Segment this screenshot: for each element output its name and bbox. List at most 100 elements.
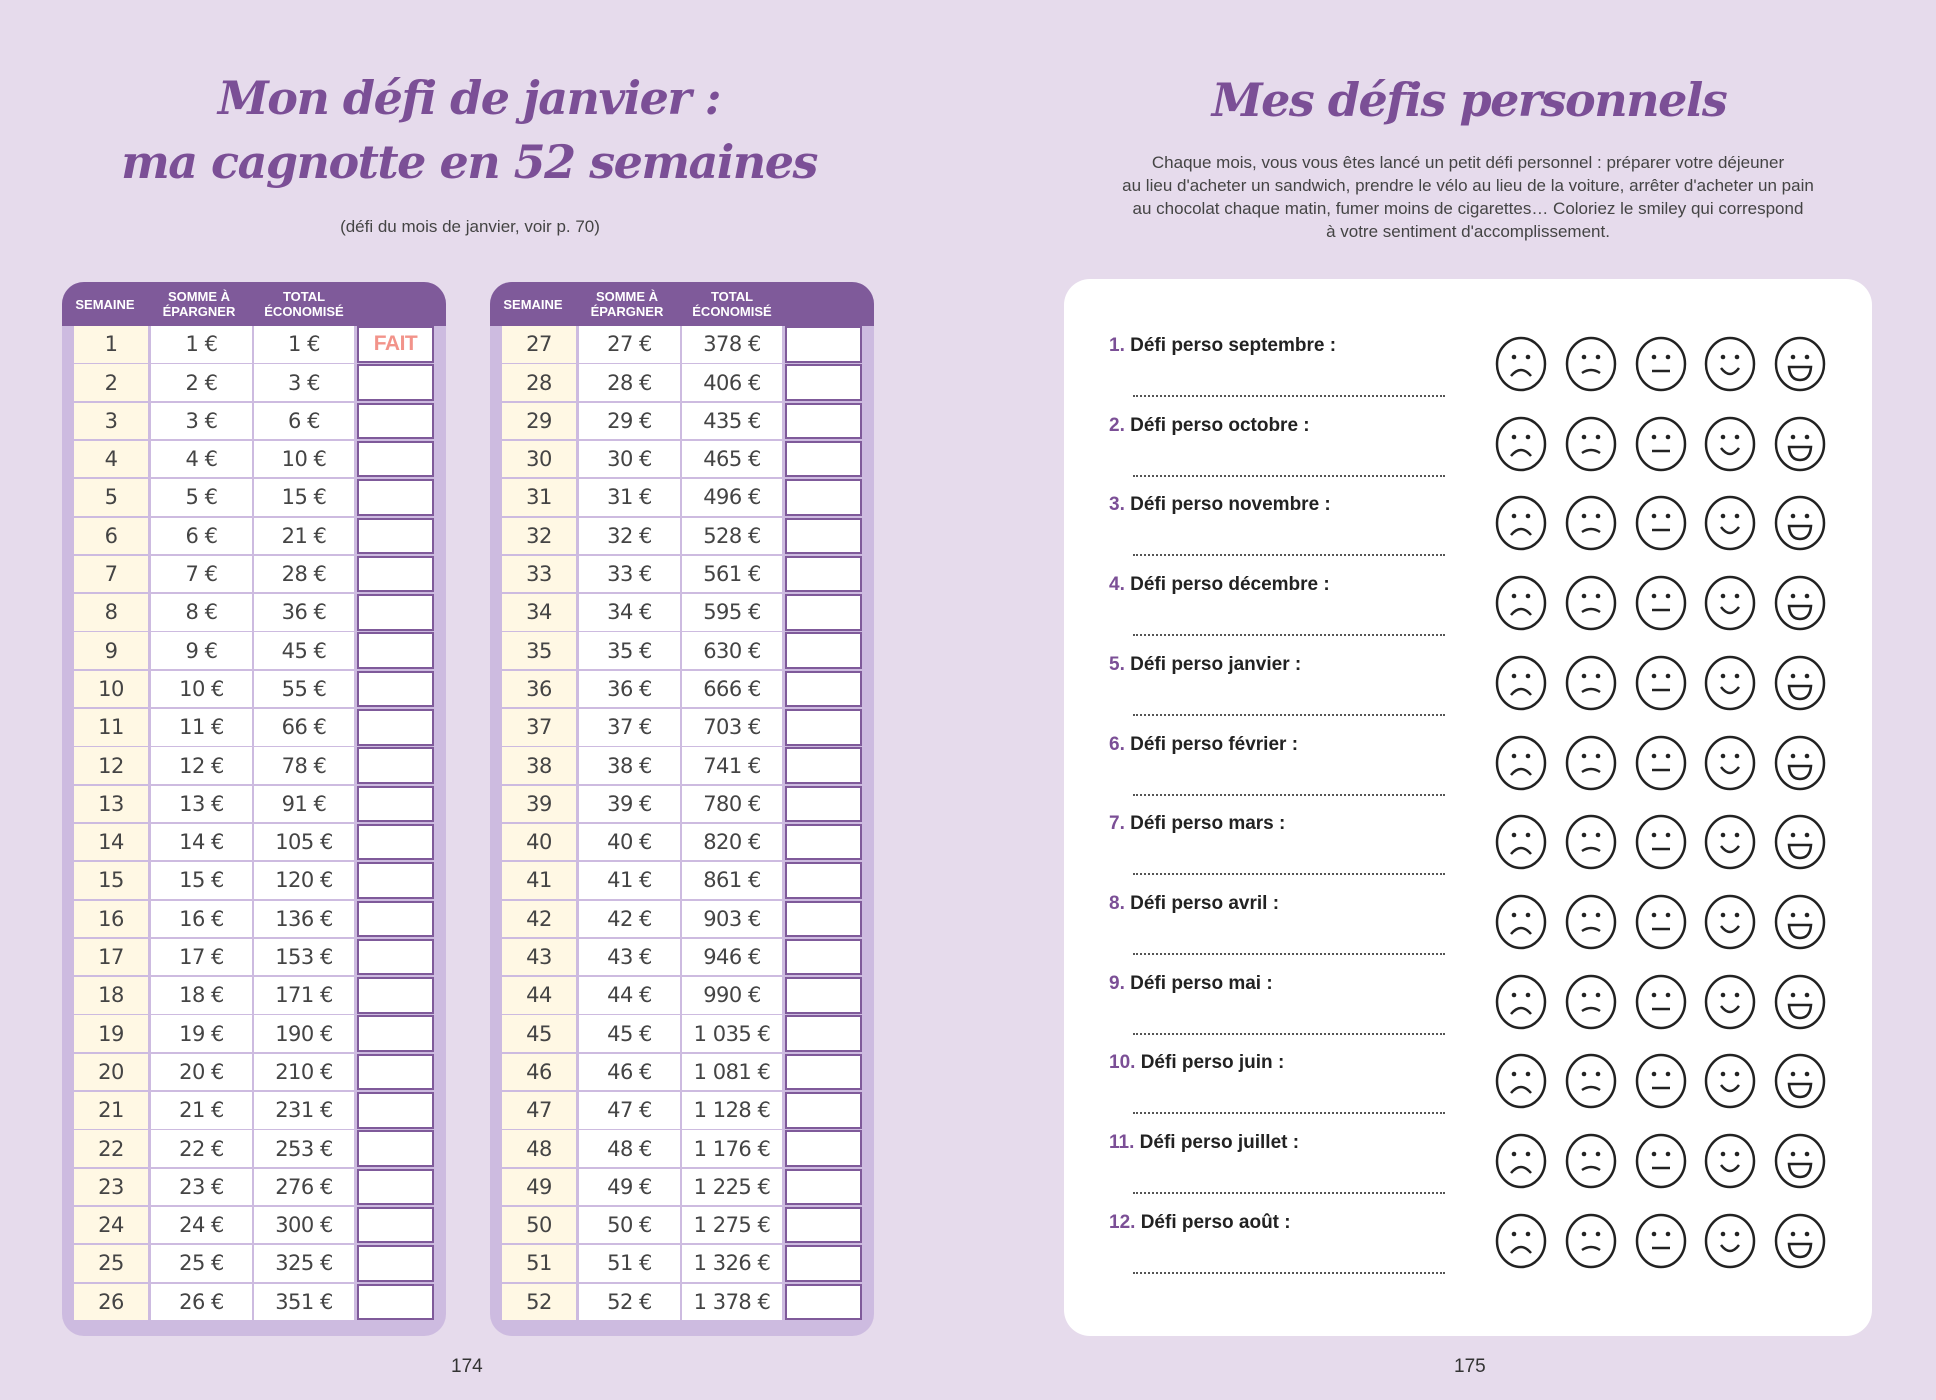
done-checkbox[interactable] [785, 479, 862, 516]
done-checkbox[interactable] [785, 670, 862, 708]
very-sad-smiley-icon[interactable] [1495, 575, 1547, 631]
done-checkbox[interactable] [357, 440, 434, 478]
sad-smiley-icon[interactable] [1565, 416, 1617, 472]
very-sad-smiley-icon[interactable] [1495, 1133, 1547, 1189]
done-checkbox[interactable] [357, 1245, 434, 1282]
done-checkbox[interactable] [785, 632, 862, 669]
happy-smiley-icon[interactable] [1704, 416, 1756, 472]
done-checkbox[interactable] [785, 402, 862, 440]
happy-smiley-icon[interactable] [1704, 655, 1756, 711]
challenge-answer-line[interactable] [1133, 952, 1445, 955]
done-checkbox[interactable] [785, 900, 862, 937]
very-happy-smiley-icon[interactable] [1774, 1053, 1826, 1109]
done-checkbox[interactable] [357, 785, 434, 823]
very-sad-smiley-icon[interactable] [1495, 336, 1547, 392]
neutral-smiley-icon[interactable] [1635, 735, 1687, 791]
done-checkbox[interactable] [785, 1168, 862, 1206]
sad-smiley-icon[interactable] [1565, 575, 1617, 631]
neutral-smiley-icon[interactable] [1635, 416, 1687, 472]
done-checkbox[interactable] [357, 632, 434, 669]
done-checkbox[interactable] [785, 594, 862, 631]
done-checkbox[interactable] [357, 670, 434, 708]
done-checkbox[interactable] [357, 1283, 434, 1320]
very-happy-smiley-icon[interactable] [1774, 495, 1826, 551]
happy-smiley-icon[interactable] [1704, 1053, 1756, 1109]
done-checkbox[interactable] [785, 785, 862, 823]
done-checkbox[interactable] [785, 440, 862, 478]
done-checkbox[interactable] [357, 479, 434, 516]
done-checkbox[interactable] [785, 1092, 862, 1129]
neutral-smiley-icon[interactable] [1635, 575, 1687, 631]
challenge-answer-line[interactable] [1133, 1112, 1445, 1115]
very-sad-smiley-icon[interactable] [1495, 735, 1547, 791]
sad-smiley-icon[interactable] [1565, 814, 1617, 870]
done-checkbox[interactable] [785, 1245, 862, 1282]
neutral-smiley-icon[interactable] [1635, 336, 1687, 392]
neutral-smiley-icon[interactable] [1635, 655, 1687, 711]
done-checkbox[interactable] [357, 1206, 434, 1244]
done-checkbox[interactable] [785, 709, 862, 746]
sad-smiley-icon[interactable] [1565, 1133, 1617, 1189]
neutral-smiley-icon[interactable] [1635, 1213, 1687, 1269]
done-checkbox[interactable] [785, 1206, 862, 1244]
happy-smiley-icon[interactable] [1704, 1213, 1756, 1269]
done-checkbox[interactable] [357, 1130, 434, 1167]
very-happy-smiley-icon[interactable] [1774, 1213, 1826, 1269]
sad-smiley-icon[interactable] [1565, 894, 1617, 950]
very-sad-smiley-icon[interactable] [1495, 655, 1547, 711]
done-checkbox[interactable] [357, 862, 434, 899]
sad-smiley-icon[interactable] [1565, 1213, 1617, 1269]
happy-smiley-icon[interactable] [1704, 575, 1756, 631]
very-sad-smiley-icon[interactable] [1495, 1053, 1547, 1109]
challenge-answer-line[interactable] [1133, 713, 1445, 716]
sad-smiley-icon[interactable] [1565, 1053, 1617, 1109]
done-checkbox[interactable] [785, 977, 862, 1014]
done-checkbox[interactable] [357, 517, 434, 554]
done-checkbox[interactable] [357, 1092, 434, 1129]
done-checkbox[interactable] [785, 364, 862, 401]
very-sad-smiley-icon[interactable] [1495, 894, 1547, 950]
challenge-answer-line[interactable] [1133, 1271, 1445, 1274]
very-happy-smiley-icon[interactable] [1774, 894, 1826, 950]
done-checkbox[interactable] [785, 555, 862, 593]
challenge-answer-line[interactable] [1133, 793, 1445, 796]
done-checkbox[interactable] [785, 1283, 862, 1320]
challenge-answer-line[interactable] [1133, 634, 1445, 637]
done-checkbox[interactable] [357, 364, 434, 401]
very-sad-smiley-icon[interactable] [1495, 974, 1547, 1030]
done-checkbox[interactable] [357, 900, 434, 937]
done-checkbox[interactable]: FAIT [357, 326, 434, 363]
sad-smiley-icon[interactable] [1565, 655, 1617, 711]
happy-smiley-icon[interactable] [1704, 735, 1756, 791]
done-checkbox[interactable] [357, 938, 434, 976]
happy-smiley-icon[interactable] [1704, 974, 1756, 1030]
done-checkbox[interactable] [785, 1053, 862, 1091]
challenge-answer-line[interactable] [1133, 1032, 1445, 1035]
neutral-smiley-icon[interactable] [1635, 495, 1687, 551]
very-sad-smiley-icon[interactable] [1495, 495, 1547, 551]
neutral-smiley-icon[interactable] [1635, 974, 1687, 1030]
done-checkbox[interactable] [357, 747, 434, 784]
very-sad-smiley-icon[interactable] [1495, 416, 1547, 472]
neutral-smiley-icon[interactable] [1635, 1133, 1687, 1189]
done-checkbox[interactable] [785, 747, 862, 784]
happy-smiley-icon[interactable] [1704, 894, 1756, 950]
sad-smiley-icon[interactable] [1565, 495, 1617, 551]
very-happy-smiley-icon[interactable] [1774, 416, 1826, 472]
done-checkbox[interactable] [357, 402, 434, 440]
done-checkbox[interactable] [785, 823, 862, 861]
done-checkbox[interactable] [357, 823, 434, 861]
happy-smiley-icon[interactable] [1704, 814, 1756, 870]
very-happy-smiley-icon[interactable] [1774, 655, 1826, 711]
done-checkbox[interactable] [357, 555, 434, 593]
challenge-answer-line[interactable] [1133, 395, 1445, 397]
neutral-smiley-icon[interactable] [1635, 1053, 1687, 1109]
challenge-answer-line[interactable] [1133, 1192, 1445, 1194]
done-checkbox[interactable] [357, 977, 434, 1014]
sad-smiley-icon[interactable] [1565, 974, 1617, 1030]
very-happy-smiley-icon[interactable] [1774, 336, 1826, 392]
done-checkbox[interactable] [357, 709, 434, 746]
done-checkbox[interactable] [785, 326, 862, 363]
challenge-answer-line[interactable] [1133, 474, 1445, 477]
challenge-answer-line[interactable] [1133, 554, 1445, 557]
